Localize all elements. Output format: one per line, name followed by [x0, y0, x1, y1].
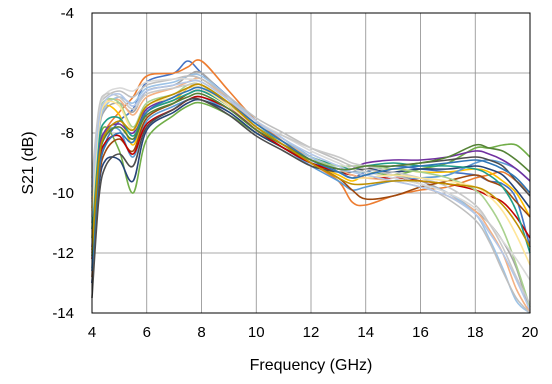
- x-tick-label: 6: [143, 324, 151, 341]
- x-tick-labels: 4 6 8 10 12 14 16 18 20: [88, 324, 539, 341]
- series-line-17: [91, 77, 531, 281]
- series-line-13: [91, 77, 531, 314]
- x-tick-label: 20: [522, 324, 539, 341]
- y-tick-label: -14: [52, 305, 74, 322]
- x-axis-title: Frequency (GHz): [250, 357, 373, 374]
- series-line-16: [91, 75, 531, 314]
- series-line-20: [91, 79, 531, 311]
- y-axis-title: S21 (dB): [20, 131, 37, 194]
- y-tick-label: -4: [61, 5, 74, 22]
- x-tick-label: 12: [303, 324, 320, 341]
- series-line-23: [91, 83, 531, 251]
- series-line-6: [91, 101, 531, 239]
- y-tick-label: -8: [61, 125, 74, 142]
- series-lines: [91, 59, 531, 314]
- x-tick-label: 18: [467, 324, 484, 341]
- series-line-12: [91, 97, 531, 299]
- x-tick-label: 8: [197, 324, 205, 341]
- series-line-18: [91, 82, 531, 305]
- x-tick-label: 10: [248, 324, 265, 341]
- series-line-21: [91, 86, 531, 272]
- y-tick-label: -10: [52, 185, 74, 202]
- series-line-22: [91, 92, 531, 257]
- x-tick-label: 14: [357, 324, 374, 341]
- y-tick-labels: -4 -6 -8 -10 -12 -14: [52, 5, 74, 322]
- x-tick-label: 16: [412, 324, 429, 341]
- x-tick-label: 4: [88, 324, 96, 341]
- y-tick-label: -6: [61, 65, 74, 82]
- plot-border: [91, 12, 531, 314]
- y-tick-label: -12: [52, 245, 74, 262]
